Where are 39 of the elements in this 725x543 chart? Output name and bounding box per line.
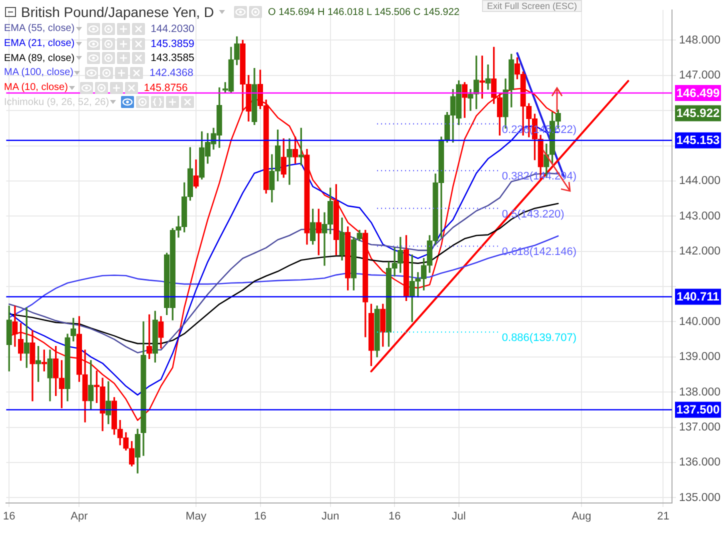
annotation: O 145.694 H 146.018 L 145.506 C 145.922 (268, 6, 460, 18)
ref-line-label: 137.500 (676, 402, 720, 417)
text: EMA (55, close) (4, 23, 75, 34)
x-tick-label: Jun (321, 510, 340, 523)
x-tick-label: 16 (388, 510, 401, 523)
ref-line-label: 145.153 (676, 133, 720, 148)
y-tick-label: 139.000 (679, 351, 721, 364)
annotation: Exit Full Screen (ESC) (482, 0, 582, 12)
y-tick-label: 136.000 (679, 456, 721, 469)
x-tick-label: 16 (254, 510, 266, 523)
annotation: 143.3585 (150, 52, 194, 64)
y-tick-label: 144.000 (679, 175, 721, 188)
text: MA (100, close) (4, 67, 74, 78)
chart-title: British Pound/Japanese Yen, D (21, 4, 214, 20)
y-tick-label: 147.000 (679, 70, 721, 82)
x-tick-label: May (186, 510, 207, 523)
ref-line-label: 0.886(139.707) (502, 332, 577, 344)
y-tick-label: 143.000 (679, 210, 721, 222)
ref-line-label: 140.711 (676, 290, 720, 304)
x-tick-label: Aug (572, 510, 592, 523)
text: 145.922 (676, 106, 720, 120)
y-tick-label: 148.000 (679, 34, 721, 46)
x-tick-label: 21 (657, 510, 670, 523)
x-tick-label: 16 (2, 510, 16, 523)
text: EMA (89, close) (4, 52, 75, 64)
x-tick-label: Apr (70, 510, 88, 523)
annotation: 145.8756 (144, 82, 188, 94)
annotation: 145.3859 (150, 38, 194, 50)
y-tick-label: 140.000 (679, 316, 721, 328)
text: EMA (21, close) (4, 38, 75, 50)
annotation: 144.2030 (150, 22, 194, 35)
y-tick-label: 135.000 (679, 492, 721, 504)
y-tick-label: 137.000 (679, 422, 721, 434)
y-tick-label: 142.000 (679, 246, 721, 258)
ref-line-label: 146.499 (676, 86, 720, 100)
text: MA (10, close) (4, 82, 68, 94)
y-tick-label: 138.000 (679, 386, 721, 398)
annotation: 142.4368 (149, 66, 194, 79)
x-tick-label: Jul (452, 510, 466, 523)
